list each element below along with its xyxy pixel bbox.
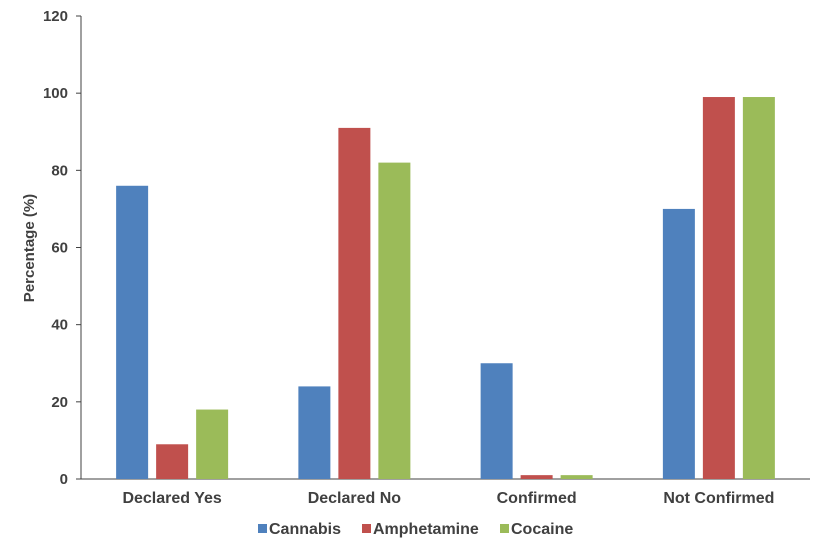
bar-amphetamine-confirmed <box>520 475 553 479</box>
y-tick-label: 100 <box>43 85 68 102</box>
x-category-label: Declared Yes <box>122 490 221 507</box>
legend-swatch-cocaine <box>500 524 509 533</box>
bar-cannabis-declared-no <box>298 386 331 479</box>
y-tick-label: 120 <box>43 8 68 25</box>
bar-cannabis-declared-yes <box>116 185 149 479</box>
legend-label-amphetamine: Amphetamine <box>373 521 479 538</box>
legend-label-cannabis: Cannabis <box>269 521 341 538</box>
x-category-label: Confirmed <box>497 490 577 507</box>
bar-amphetamine-declared-no <box>338 127 371 480</box>
x-category-label: Declared No <box>308 490 402 507</box>
bar-cocaine-not-confirmed <box>742 97 775 480</box>
category-labels: Declared Yes Declared No Confirmed Not Conf… <box>122 490 774 507</box>
bars-group <box>116 97 775 480</box>
bar-amphetamine-declared-yes <box>156 444 189 479</box>
y-tick-label: 40 <box>51 317 68 334</box>
y-tick-label: 20 <box>51 394 68 411</box>
y-axis-ticks: 0 20 40 60 80 100 120 <box>43 8 81 488</box>
bar-cannabis-confirmed <box>480 363 513 479</box>
y-tick-label: 80 <box>51 162 68 179</box>
x-category-label: Not Confirmed <box>663 490 774 507</box>
bar-cannabis-not-confirmed <box>662 208 695 479</box>
legend-swatch-cannabis <box>258 524 267 533</box>
bar-cocaine-declared-no <box>378 162 411 479</box>
legend: Cannabis Amphetamine Cocaine <box>258 521 573 538</box>
legend-swatch-amphetamine <box>362 524 371 533</box>
y-tick-label: 0 <box>60 471 68 488</box>
bar-cocaine-confirmed <box>560 475 593 479</box>
legend-label-cocaine: Cocaine <box>511 521 573 538</box>
y-tick-label: 60 <box>51 240 68 257</box>
bar-amphetamine-not-confirmed <box>702 97 735 480</box>
bar-cocaine-declared-yes <box>196 409 229 479</box>
y-axis-label: Percentage (%) <box>21 194 38 302</box>
